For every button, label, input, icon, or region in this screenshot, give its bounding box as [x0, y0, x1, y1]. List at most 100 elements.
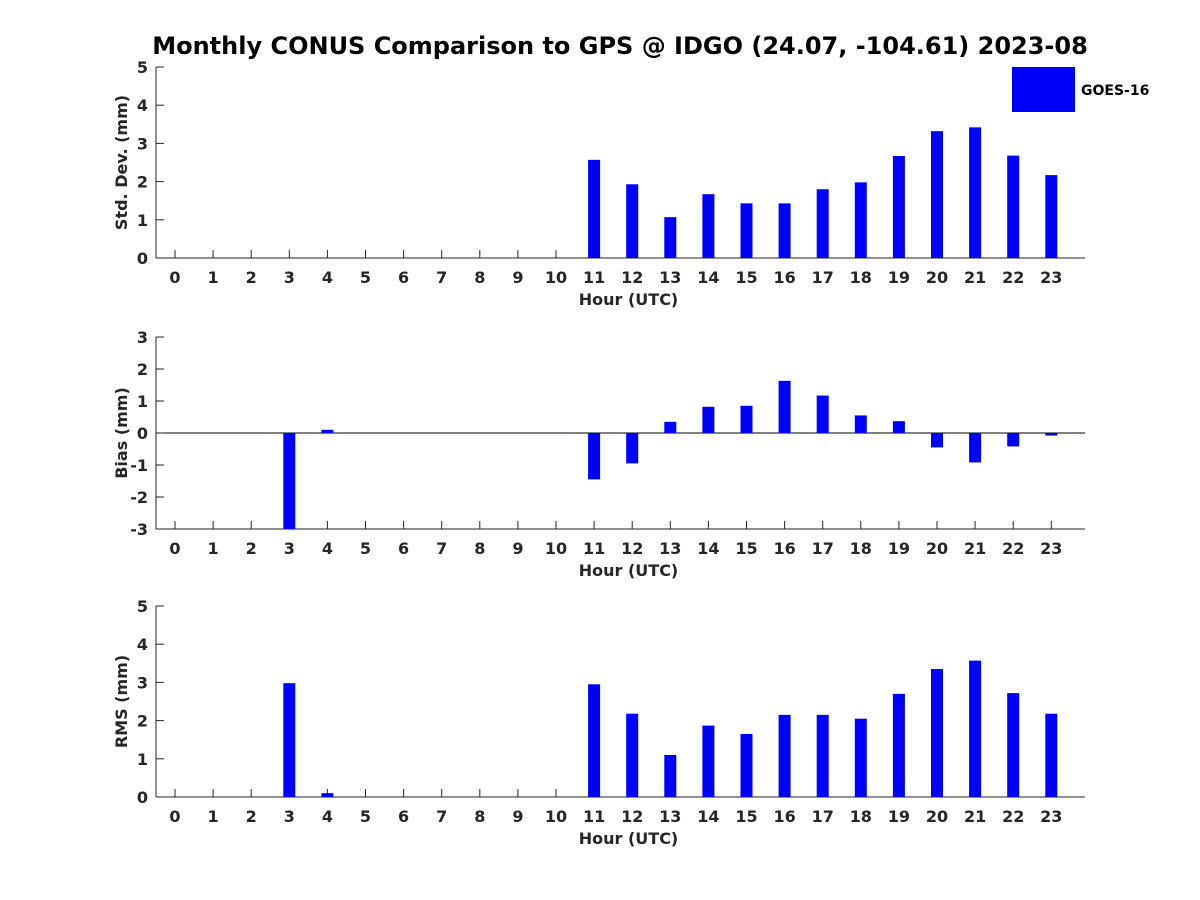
- x-tick-label: 18: [850, 268, 872, 287]
- y-axis-label: Std. Dev. (mm): [112, 95, 131, 230]
- x-tick-label: 1: [208, 807, 219, 826]
- x-tick-label: 11: [583, 807, 605, 826]
- x-tick-label: 17: [812, 807, 834, 826]
- bar-bias-hour-23: [1045, 433, 1058, 436]
- x-tick-label: 17: [812, 539, 834, 558]
- x-tick-label: 12: [621, 268, 643, 287]
- x-tick-label: 0: [169, 539, 180, 558]
- bar-rms-hour-14: [702, 725, 715, 797]
- y-tick-label: 0: [137, 788, 148, 807]
- bar-bias-hour-15: [740, 405, 753, 433]
- x-tick-label: 23: [1040, 807, 1062, 826]
- y-tick-label: -2: [130, 488, 148, 507]
- y-axis-label: RMS (mm): [112, 655, 131, 748]
- bar-rms-hour-16: [778, 714, 791, 797]
- x-tick-label: 7: [436, 807, 447, 826]
- legend-swatch-goes-16: [1012, 67, 1075, 112]
- x-tick-label: 2: [246, 268, 257, 287]
- x-tick-label: 4: [322, 268, 333, 287]
- x-tick-label: 13: [659, 539, 681, 558]
- bar-rms-hour-3: [283, 683, 296, 797]
- x-tick-label: 2: [246, 539, 257, 558]
- y-tick-label: 3: [137, 134, 148, 153]
- bar-stddev-hour-12: [626, 184, 639, 258]
- x-tick-label: 21: [964, 268, 986, 287]
- x-tick-label: 16: [773, 268, 795, 287]
- bar-rms-hour-20: [931, 669, 943, 797]
- x-tick-label: 19: [888, 807, 910, 826]
- x-tick-label: 12: [621, 807, 643, 826]
- x-tick-label: 15: [735, 268, 757, 287]
- y-tick-label: 1: [137, 211, 148, 230]
- bar-stddev-hour-22: [1007, 155, 1020, 258]
- y-tick-label: 2: [137, 173, 148, 192]
- bar-rms-hour-4: [321, 793, 334, 797]
- bar-bias-hour-20: [931, 433, 943, 448]
- bar-rms-hour-22: [1007, 693, 1020, 797]
- y-tick-label: 4: [137, 635, 148, 654]
- x-tick-label: 7: [436, 539, 447, 558]
- x-tick-label: 5: [360, 268, 371, 287]
- y-tick-label: 0: [137, 424, 148, 443]
- x-tick-label: 9: [512, 807, 523, 826]
- x-tick-label: 3: [284, 807, 295, 826]
- x-tick-label: 5: [360, 539, 371, 558]
- x-tick-label: 19: [888, 539, 910, 558]
- x-tick-label: 22: [1002, 268, 1024, 287]
- y-tick-label: -3: [130, 520, 148, 539]
- x-tick-label: 13: [659, 807, 681, 826]
- bar-rms-hour-17: [816, 714, 829, 797]
- bar-rms-hour-15: [740, 733, 753, 797]
- legend: GOES-16: [1012, 67, 1149, 112]
- x-axis-label: Hour (UTC): [579, 561, 679, 580]
- bar-bias-hour-4: [321, 429, 334, 433]
- bar-bias-hour-12: [626, 433, 639, 464]
- x-tick-label: 8: [474, 268, 485, 287]
- x-tick-label: 23: [1040, 539, 1062, 558]
- x-tick-label: 17: [812, 268, 834, 287]
- x-tick-label: 21: [964, 807, 986, 826]
- y-tick-label: 1: [137, 750, 148, 769]
- bar-rms-hour-12: [626, 713, 639, 797]
- x-tick-label: 3: [284, 268, 295, 287]
- x-tick-label: 16: [773, 807, 795, 826]
- x-tick-label: 6: [398, 807, 409, 826]
- x-tick-label: 1: [208, 539, 219, 558]
- x-tick-label: 18: [850, 807, 872, 826]
- y-tick-label: 4: [137, 96, 148, 115]
- bar-rms-hour-21: [969, 660, 982, 797]
- bar-stddev-hour-15: [740, 203, 753, 258]
- bar-bias-hour-13: [664, 421, 677, 433]
- bar-stddev-hour-21: [969, 127, 982, 258]
- y-tick-label: 3: [137, 673, 148, 692]
- x-tick-label: 23: [1040, 268, 1062, 287]
- bar-rms-hour-23: [1045, 713, 1058, 797]
- x-tick-label: 13: [659, 268, 681, 287]
- bar-rms-hour-11: [588, 684, 601, 797]
- x-tick-label: 20: [926, 268, 948, 287]
- x-tick-label: 22: [1002, 539, 1024, 558]
- y-tick-label: 1: [137, 392, 148, 411]
- x-tick-label: 12: [621, 539, 643, 558]
- y-tick-label: 3: [137, 328, 148, 347]
- x-tick-label: 21: [964, 539, 986, 558]
- x-tick-label: 0: [169, 268, 180, 287]
- x-tick-label: 11: [583, 539, 605, 558]
- x-tick-label: 15: [735, 807, 757, 826]
- y-tick-label: 0: [137, 249, 148, 268]
- bar-bias-hour-3: [283, 433, 296, 529]
- y-tick-label: 2: [137, 712, 148, 731]
- x-tick-label: 10: [545, 268, 567, 287]
- chart-title: Monthly CONUS Comparison to GPS @ IDGO (…: [152, 32, 1088, 60]
- x-tick-label: 8: [474, 539, 485, 558]
- y-tick-label: 5: [137, 58, 148, 77]
- bar-bias-hour-18: [854, 415, 867, 433]
- x-tick-label: 19: [888, 268, 910, 287]
- x-tick-label: 6: [398, 539, 409, 558]
- x-tick-label: 20: [926, 807, 948, 826]
- x-tick-label: 15: [735, 539, 757, 558]
